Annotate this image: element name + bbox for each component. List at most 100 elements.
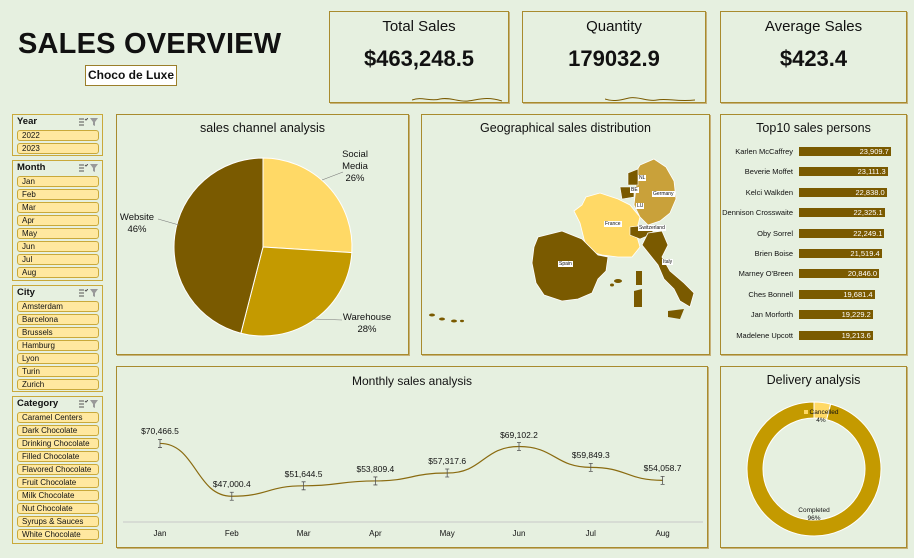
- monthly-value-label: $57,317.6: [428, 456, 467, 467]
- top10-bar-value: 22,838.0: [855, 187, 885, 197]
- top10-bar: 19,229.2: [799, 310, 873, 320]
- top10-person-name: Marney O'Breen: [738, 269, 793, 279]
- top10-bar: 22,325.1: [799, 208, 885, 218]
- donut-slice-completed: [746, 401, 882, 537]
- month-slicer-item[interactable]: May: [17, 228, 99, 239]
- kpi-average-sales-card: Average Sales $423.4: [720, 11, 907, 103]
- category-slicer-item[interactable]: Dark Chocolate: [17, 425, 99, 436]
- category-slicer-header: Category: [13, 397, 102, 412]
- month-slicer-item[interactable]: Feb: [17, 189, 99, 200]
- category-slicer-item[interactable]: Nut Chocolate: [17, 503, 99, 514]
- category-slicer: Category Caramel Centers Dark Chocolate Dr…: [12, 396, 103, 544]
- top10-row: Brien Boise 21,519.4: [721, 248, 908, 259]
- city-slicer: City Amsterdam Barcelona Brussels Hamburg Ly…: [12, 285, 103, 392]
- year-slicer: Year 2022 2023: [12, 114, 103, 156]
- month-slicer-item[interactable]: Jul: [17, 254, 99, 265]
- donut-label-completed: Completed 96%: [798, 507, 830, 522]
- top10-bar: 22,249.1: [799, 228, 885, 238]
- category-slicer-item[interactable]: Fruit Chocolate: [17, 477, 99, 488]
- multi-select-icon[interactable]: [79, 400, 88, 408]
- month-slicer-item[interactable]: Apr: [17, 215, 99, 226]
- top10-bar-value: 20,846.0: [847, 269, 878, 279]
- monthly-panel: Monthly sales analysis $70,466.5 Jan $47,0…: [116, 366, 708, 548]
- month-slicer-title: Month: [17, 162, 46, 173]
- clear-filter-icon[interactable]: [90, 118, 99, 126]
- top10-person-name: Madelene Upcott: [736, 330, 793, 340]
- month-slicer-item[interactable]: Aug: [17, 267, 99, 278]
- month-slicer-item[interactable]: Jan: [17, 176, 99, 187]
- city-slicer-item[interactable]: Brussels: [17, 327, 99, 338]
- delivery-panel: Delivery analysis Cancelled 4% Completed 9…: [720, 366, 907, 548]
- monthly-line-chart: [123, 439, 703, 523]
- top10-bar-value: 19,681.4: [843, 289, 873, 299]
- category-slicer-item[interactable]: Milk Chocolate: [17, 490, 99, 501]
- category-slicer-item[interactable]: Flavored Chocolate: [17, 464, 99, 475]
- map-label-luxembourg: LU: [636, 203, 645, 209]
- city-slicer-item[interactable]: Barcelona: [17, 314, 99, 325]
- pie-label-warehouse: Warehouse 28%: [342, 312, 392, 335]
- category-slicer-item[interactable]: White Chocolate: [17, 529, 99, 540]
- monthly-value-label: $51,644.5: [284, 468, 323, 479]
- pie-label-social-media: Social Media 26%: [342, 149, 368, 184]
- top10-bar-value: 22,249.1: [853, 228, 883, 238]
- top10-bar-value: 23,909.7: [859, 147, 889, 156]
- monthly-value-label: $54,058.7: [643, 463, 682, 474]
- monthly-data-point: [445, 468, 450, 478]
- top10-bar-value: 19,213.6: [841, 330, 871, 340]
- top10-row: Beverie Moffet 23,111.3: [721, 166, 908, 177]
- sales-channel-title: sales channel analysis: [199, 121, 326, 135]
- category-slicer-item[interactable]: Syrups & Sauces: [17, 516, 99, 527]
- top10-row: Ches Bonnell 19,681.4: [721, 289, 908, 300]
- pie-slice-website: [173, 157, 264, 334]
- map-label-germany: Germany: [652, 191, 675, 197]
- top10-bar-value: 22,325.1: [853, 208, 883, 218]
- city-slicer-item[interactable]: Lyon: [17, 353, 99, 364]
- multi-select-icon[interactable]: [79, 289, 88, 297]
- year-slicer-item[interactable]: 2023: [17, 143, 99, 154]
- pie-slice-social-media: [262, 157, 353, 254]
- month-slicer-item[interactable]: Jun: [17, 241, 99, 252]
- top10-panel: Top10 sales persons Karlen McCaffrey 23,9…: [720, 114, 907, 355]
- city-slicer-item[interactable]: Amsterdam: [17, 301, 99, 312]
- month-slicer-header: Month: [13, 161, 102, 176]
- top10-row: Dennison Crosswaite 22,325.1: [721, 207, 908, 218]
- clear-filter-icon[interactable]: [90, 400, 99, 408]
- category-slicer-item[interactable]: Filled Chocolate: [17, 451, 99, 462]
- top10-bar: 19,681.4: [799, 289, 875, 299]
- category-slicer-item[interactable]: Caramel Centers: [17, 412, 99, 423]
- geo-distribution-panel: Geographical sales distribution France G…: [421, 114, 710, 355]
- kpi-quantity-label: Quantity: [586, 18, 642, 35]
- top10-person-name: Karlen McCaffrey: [735, 147, 793, 156]
- month-axis-label: Feb: [224, 529, 239, 538]
- kpi-average-sales-value: $423.4: [779, 46, 848, 71]
- monthly-data-point: [660, 475, 665, 485]
- quantity-sparkline: [605, 97, 695, 102]
- top10-row: Marney O'Breen 20,846.0: [721, 268, 908, 279]
- top10-row: Oby Sorrel 22,249.1: [721, 228, 908, 239]
- monthly-data-point: [158, 439, 162, 448]
- clear-filter-icon[interactable]: [90, 289, 99, 297]
- city-slicer-item[interactable]: Zurich: [17, 379, 99, 390]
- pie-leader-line: [157, 218, 180, 226]
- category-slicer-title: Category: [17, 398, 59, 409]
- multi-select-icon[interactable]: [79, 164, 88, 172]
- city-slicer-item[interactable]: Hamburg: [17, 340, 99, 351]
- delivery-donut-chart: [746, 401, 882, 537]
- top10-row: Kelci Walkden 22,838.0: [721, 187, 908, 198]
- year-slicer-item[interactable]: 2022: [17, 130, 99, 141]
- pie-leader-line: [321, 171, 344, 181]
- monthly-data-point: [229, 491, 234, 501]
- kpi-total-sales-label: Total Sales: [382, 18, 456, 35]
- top10-row: Madelene Upcott 19,213.6: [721, 330, 908, 341]
- monthly-data-point: [301, 481, 306, 491]
- top10-bar: 19,213.6: [799, 330, 873, 340]
- clear-filter-icon[interactable]: [90, 164, 99, 172]
- multi-select-icon[interactable]: [79, 118, 88, 126]
- city-slicer-item[interactable]: Turin: [17, 366, 99, 377]
- month-slicer-item[interactable]: Mar: [17, 202, 99, 213]
- donut-label-cancelled: Cancelled 4%: [801, 409, 841, 425]
- category-slicer-item[interactable]: Drinking Chocolate: [17, 438, 99, 449]
- kpi-total-sales-value: $463,248.5: [363, 46, 475, 71]
- top10-bar: 23,909.7: [799, 147, 891, 156]
- monthly-value-label: $69,102.2: [500, 429, 538, 440]
